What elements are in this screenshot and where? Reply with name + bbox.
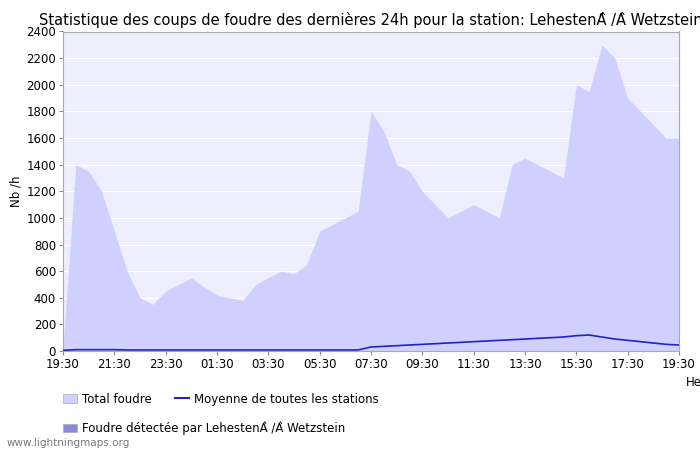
Text: Heure: Heure — [686, 376, 700, 389]
Text: www.lightningmaps.org: www.lightningmaps.org — [7, 438, 130, 448]
Y-axis label: Nb /h: Nb /h — [9, 176, 22, 207]
Title: Statistique des coups de foudre des dernières 24h pour la station: LehestenÂ /A: Statistique des coups de foudre des dern… — [39, 12, 700, 27]
Legend: Foudre détectée par LehestenÂ /Â Wetzstein: Foudre détectée par LehestenÂ /Â Wetzs… — [63, 421, 345, 435]
